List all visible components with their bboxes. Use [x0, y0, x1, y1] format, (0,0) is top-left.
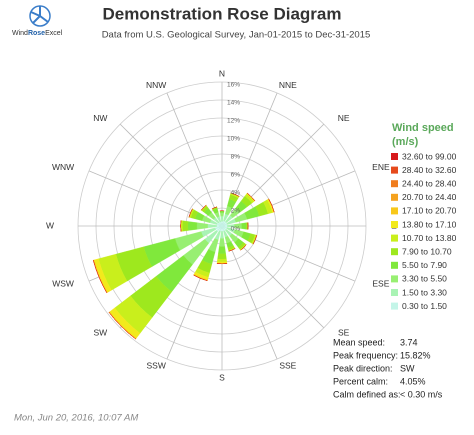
- legend-swatch: [391, 234, 398, 242]
- legend-label: 13.80 to 17.10: [402, 219, 457, 229]
- rose-segment: [193, 274, 208, 281]
- legend-swatch: [391, 207, 398, 215]
- r-tick-label: 14%: [227, 100, 240, 107]
- legend-label: 32.60 to 99.00: [402, 151, 457, 161]
- rose-segment: [217, 258, 227, 263]
- r-tick-label: 8%: [231, 154, 241, 161]
- legend-label: 1.50 to 3.30: [402, 287, 447, 297]
- legend-swatch: [391, 302, 398, 310]
- rose-segment: [219, 238, 225, 247]
- direction-label: S: [219, 372, 225, 382]
- legend-title: (m/s): [392, 136, 419, 148]
- rose-segment: [93, 260, 107, 293]
- rose-segment: [196, 222, 208, 230]
- rose-segment: [241, 222, 247, 230]
- legend-label: 17.10 to 20.70: [402, 206, 457, 216]
- summary-value: SW: [400, 363, 415, 373]
- chart-subtitle: Data from U.S. Geological Survey, Jan-01…: [102, 30, 371, 41]
- rose-segment: [211, 206, 217, 210]
- r-tick-label: 0%: [231, 226, 241, 233]
- summary-value: 4.05%: [400, 376, 426, 386]
- rose-segment: [219, 210, 225, 213]
- legend-label: 3.30 to 5.50: [402, 274, 447, 284]
- summary-value: 15.82%: [400, 350, 431, 360]
- logo: WindRoseExcel: [12, 5, 63, 37]
- rose-segment: [220, 212, 224, 217]
- legend-label: 28.40 to 32.60: [402, 165, 457, 175]
- rose-segment: [217, 253, 227, 260]
- direction-label: NNW: [146, 80, 166, 90]
- summary-label: Peak frequency:: [333, 350, 398, 360]
- legend-label: 5.50 to 7.90: [402, 260, 447, 270]
- legend-label: 20.70 to 24.40: [402, 192, 457, 202]
- logo-spokes: [30, 6, 49, 24]
- rose-segment: [247, 192, 256, 201]
- rose-segment: [230, 192, 240, 197]
- direction-label: ESE: [372, 278, 389, 288]
- direction-label: W: [46, 220, 54, 230]
- direction-label: NNE: [279, 80, 297, 90]
- r-tick-label: 12%: [227, 118, 240, 125]
- rose-segment: [216, 261, 228, 264]
- direction-label: SSE: [279, 361, 296, 371]
- direction-label: WNW: [52, 162, 74, 172]
- summary-label: Mean speed:: [333, 337, 385, 347]
- rose-segment: [220, 231, 224, 239]
- direction-label: SE: [338, 328, 350, 338]
- logo-word: Rose: [28, 30, 45, 37]
- summary-label: Peak direction:: [333, 363, 393, 373]
- summary-value: 3.74: [400, 337, 418, 347]
- legend-label: 24.40 to 28.40: [402, 178, 457, 188]
- rose-segment: [268, 198, 275, 213]
- legend-title: Wind speed: [392, 122, 454, 134]
- legend-swatch: [391, 153, 398, 160]
- footer: Mon, Jun 20, 2016, 10:07 AM: [14, 413, 138, 424]
- legend-swatch: [391, 166, 398, 174]
- legend-swatch: [391, 248, 398, 256]
- legend-swatch: [391, 261, 398, 269]
- legend-swatch: [391, 180, 398, 188]
- bars: [93, 192, 275, 340]
- legend-label: 7.90 to 10.70: [402, 246, 452, 256]
- direction-label: SSW: [146, 361, 165, 371]
- rose-segment: [188, 208, 193, 218]
- r-tick-label: 6%: [231, 172, 241, 179]
- rose-segment: [207, 223, 217, 229]
- direction-label: NE: [338, 113, 350, 123]
- rose-segment: [220, 215, 224, 222]
- r-tick-label: 16%: [227, 82, 240, 89]
- logo-text: WindRoseExcel: [12, 30, 63, 37]
- chart-title: Demonstration Rose Diagram: [103, 4, 342, 23]
- direction-label: WSW: [52, 278, 74, 288]
- legend-swatch: [391, 221, 398, 228]
- summary-label: Calm defined as:: [333, 389, 401, 399]
- legend-swatch: [391, 193, 398, 201]
- legend-swatch: [391, 289, 398, 296]
- r-tick-label: 10%: [227, 136, 240, 143]
- legend-label: 0.30 to 1.50: [402, 301, 447, 311]
- spoke: [166, 92, 223, 227]
- rose-segment: [245, 222, 249, 230]
- direction-label: NW: [93, 113, 107, 123]
- direction-label: SW: [94, 328, 108, 338]
- rose-segment: [182, 220, 189, 232]
- legend-label: 10.70 to 13.80: [402, 233, 457, 243]
- summary-value: < 0.30 m/s: [400, 389, 443, 399]
- rose-segment: [187, 221, 198, 231]
- direction-label: N: [219, 68, 225, 78]
- summary-label: Percent calm:: [333, 376, 388, 386]
- rose-segment: [218, 246, 226, 255]
- r-tick-label: 4%: [231, 190, 241, 197]
- direction-label: ENE: [372, 162, 390, 172]
- logo-word: Wind: [12, 30, 28, 37]
- legend-swatch: [391, 275, 398, 283]
- r-tick-label: 2%: [231, 208, 241, 215]
- logo-word: Excel: [45, 30, 63, 37]
